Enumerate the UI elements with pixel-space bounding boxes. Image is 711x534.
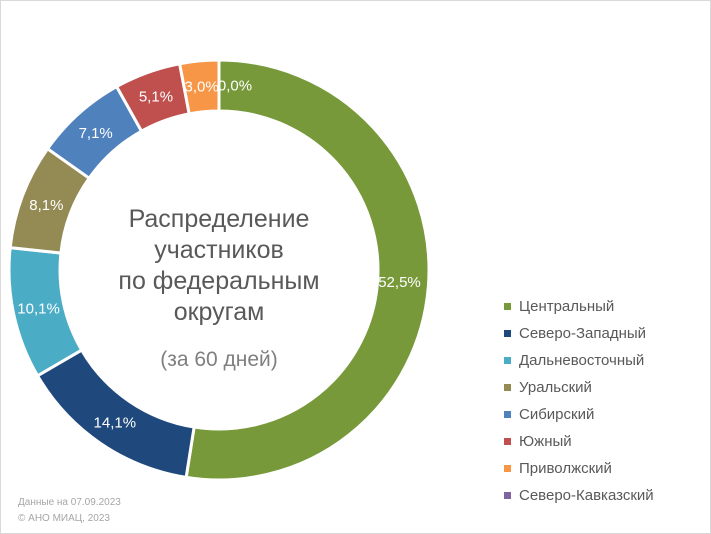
legend-item: Приволжский [504, 455, 654, 482]
legend-item: Центральный [504, 293, 654, 320]
copyright-note: © АНО МИАЦ, 2023 [18, 513, 110, 524]
legend-label: Уральский [519, 379, 592, 396]
legend-item: Южный [504, 428, 654, 455]
data-label-2: 10,1% [17, 301, 60, 318]
data-label-4: 7,1% [79, 125, 113, 142]
legend-label: Сибирский [519, 406, 595, 423]
data-label-1: 14,1% [94, 414, 137, 431]
legend-label: Южный [519, 433, 572, 450]
legend-swatch [504, 330, 511, 337]
legend-label: Северо-Западный [519, 325, 647, 342]
legend-label: Дальневосточный [519, 352, 645, 369]
chart-title: Распределение участников по федеральным … [89, 204, 349, 328]
legend-swatch [504, 465, 511, 472]
data-label-7: 0,0% [218, 78, 252, 95]
legend-swatch [504, 411, 511, 418]
slice-0 [184, 58, 431, 482]
legend-label: Приволжский [519, 460, 612, 477]
legend-item: Сибирский [504, 401, 654, 428]
data-label-0: 52,5% [378, 274, 421, 291]
legend-item: Уральский [504, 374, 654, 401]
legend-swatch [504, 303, 511, 310]
chart-title-line: по федеральным [118, 267, 320, 295]
legend-item: Дальневосточный [504, 347, 654, 374]
chart-title-line: округам [173, 298, 265, 326]
legend-swatch [504, 438, 511, 445]
data-label-3: 8,1% [29, 197, 63, 214]
data-date-note: Данные на 07.09.2023 [18, 497, 121, 508]
legend-swatch [504, 492, 511, 499]
legend-swatch [504, 357, 511, 364]
legend-item: Северо-Западный [504, 320, 654, 347]
legend: Центральный Северо-Западный Дальневосточны… [504, 293, 654, 509]
chart-title-line: участников [154, 236, 284, 264]
legend-item: Северо-Кавказский [504, 482, 654, 509]
chart-subtitle: (за 60 дней) [160, 348, 278, 371]
data-label-5: 5,1% [139, 89, 173, 106]
legend-label: Северо-Кавказский [519, 487, 654, 504]
data-label-6: 3,0% [185, 78, 219, 95]
slice-6 [177, 58, 221, 116]
chart-title-line: Распределение [128, 205, 310, 233]
legend-swatch [504, 384, 511, 391]
legend-label: Центральный [519, 298, 615, 315]
